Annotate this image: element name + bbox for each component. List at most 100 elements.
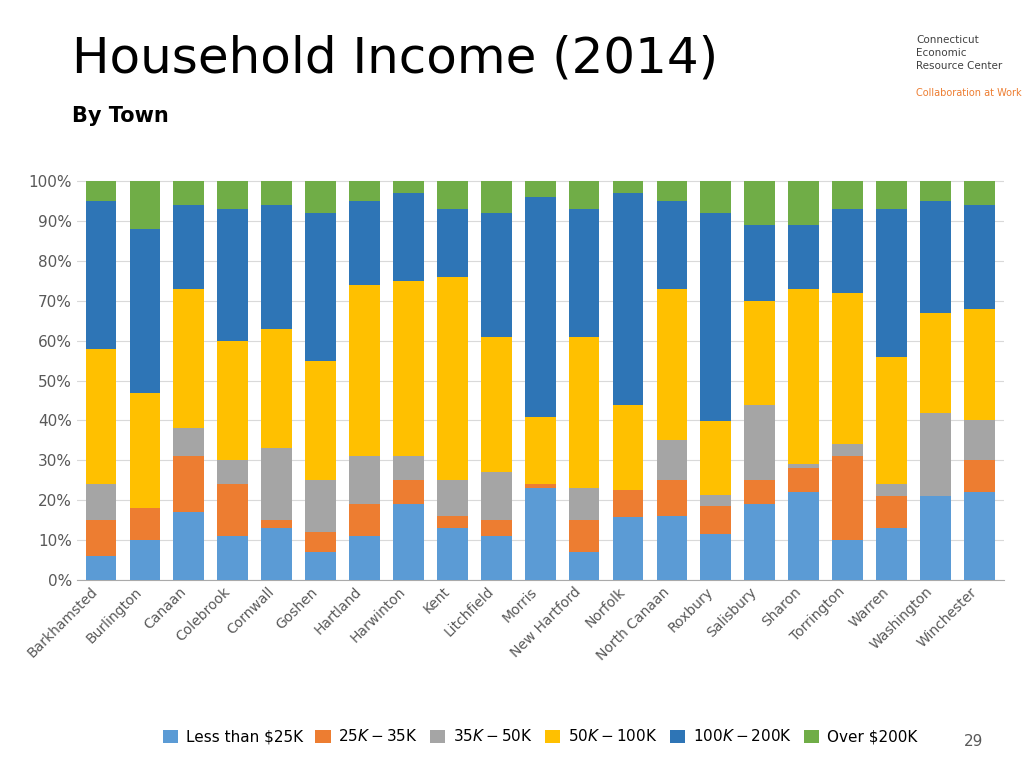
Bar: [744, 504, 775, 580]
Bar: [393, 504, 424, 580]
Bar: [349, 504, 380, 536]
Bar: [877, 357, 907, 485]
Bar: [833, 445, 863, 456]
Bar: [217, 210, 248, 341]
Bar: [921, 412, 951, 496]
Bar: [305, 532, 336, 552]
Bar: [921, 496, 951, 580]
Legend: Less than $25K, $25K-$35K, $35K-$50K, $50K-$100K, $100K-$200K, Over $200K: Less than $25K, $25K-$35K, $35K-$50K, $5…: [159, 724, 922, 749]
Bar: [656, 516, 687, 580]
Text: Collaboration at Work: Collaboration at Work: [916, 88, 1022, 98]
Bar: [612, 193, 643, 405]
Bar: [568, 520, 599, 552]
Bar: [437, 210, 468, 277]
Bar: [86, 349, 117, 485]
Bar: [173, 205, 204, 289]
Bar: [700, 495, 731, 506]
Bar: [305, 552, 336, 580]
Bar: [612, 491, 643, 517]
Bar: [305, 181, 336, 214]
Bar: [877, 485, 907, 496]
Bar: [524, 197, 556, 416]
Bar: [744, 405, 775, 480]
Bar: [86, 520, 117, 556]
Bar: [217, 181, 248, 210]
Bar: [349, 181, 380, 201]
Bar: [568, 552, 599, 580]
Bar: [217, 460, 248, 485]
Bar: [964, 309, 994, 421]
Bar: [833, 181, 863, 210]
Bar: [568, 181, 599, 210]
Bar: [481, 214, 512, 337]
Bar: [129, 540, 160, 580]
Bar: [481, 181, 512, 214]
Bar: [744, 301, 775, 405]
Bar: [700, 181, 731, 214]
Bar: [524, 485, 556, 488]
Bar: [86, 181, 117, 201]
Bar: [524, 416, 556, 485]
Bar: [700, 214, 731, 421]
Bar: [393, 281, 424, 456]
Bar: [261, 205, 292, 329]
Text: Household Income (2014): Household Income (2014): [72, 35, 718, 83]
Bar: [349, 456, 380, 504]
Bar: [744, 480, 775, 504]
Text: By Town: By Town: [72, 106, 168, 126]
Bar: [437, 277, 468, 480]
Text: 29: 29: [964, 733, 983, 749]
Bar: [788, 468, 819, 492]
Bar: [481, 536, 512, 580]
Bar: [833, 293, 863, 445]
Bar: [393, 456, 424, 480]
Bar: [700, 421, 731, 495]
Bar: [700, 534, 731, 580]
Bar: [921, 181, 951, 201]
Bar: [481, 472, 512, 520]
Bar: [437, 528, 468, 580]
Bar: [964, 460, 994, 492]
Bar: [568, 337, 599, 488]
Bar: [656, 201, 687, 289]
Bar: [612, 517, 643, 580]
Bar: [833, 456, 863, 540]
Bar: [656, 440, 687, 480]
Bar: [656, 181, 687, 201]
Bar: [393, 181, 424, 194]
Bar: [568, 210, 599, 337]
Bar: [877, 528, 907, 580]
Bar: [744, 225, 775, 301]
Bar: [612, 181, 643, 193]
Bar: [964, 181, 994, 205]
Bar: [129, 392, 160, 508]
Bar: [86, 485, 117, 520]
Bar: [349, 201, 380, 285]
Bar: [393, 194, 424, 281]
Bar: [437, 516, 468, 528]
Bar: [612, 405, 643, 491]
Bar: [261, 520, 292, 528]
Bar: [964, 205, 994, 309]
Bar: [261, 181, 292, 205]
Bar: [217, 536, 248, 580]
Bar: [393, 480, 424, 504]
Bar: [129, 508, 160, 540]
Bar: [481, 520, 512, 536]
Bar: [788, 289, 819, 465]
Bar: [524, 181, 556, 197]
Bar: [173, 429, 204, 456]
Bar: [964, 421, 994, 460]
Bar: [656, 289, 687, 440]
Bar: [173, 512, 204, 580]
Bar: [261, 449, 292, 520]
Bar: [217, 341, 248, 460]
Bar: [349, 536, 380, 580]
Bar: [173, 456, 204, 512]
Bar: [437, 480, 468, 516]
Bar: [217, 485, 248, 536]
Bar: [921, 201, 951, 313]
Bar: [524, 488, 556, 580]
Bar: [656, 480, 687, 516]
Bar: [305, 214, 336, 361]
